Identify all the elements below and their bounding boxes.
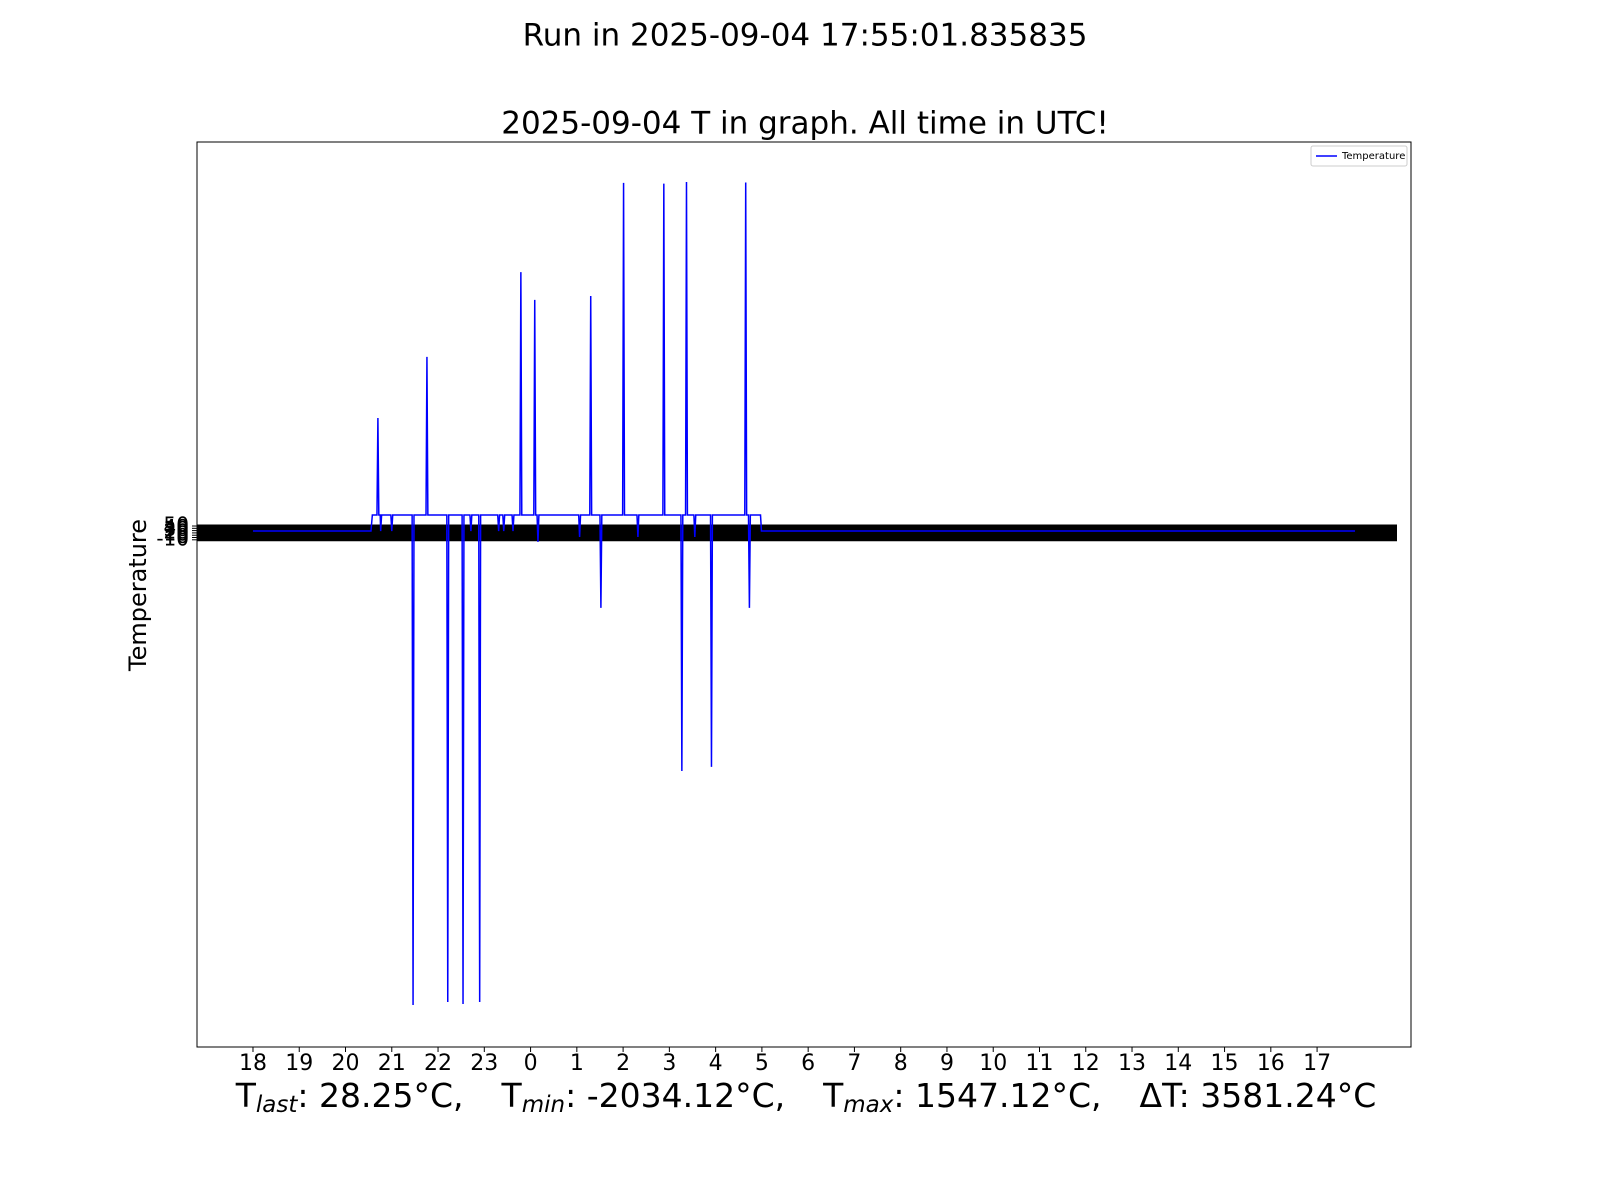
y-tick-label: 0 — [176, 524, 189, 548]
x-tick-label: 23 — [470, 1051, 498, 1076]
x-tick-label: 1 — [570, 1051, 584, 1076]
plot-frame — [196, 141, 1412, 1048]
stats-line: Tlast: 28.25°C, Tmin: -2034.12°C, Tmax: 15… — [235, 1076, 1377, 1118]
legend-box — [1310, 145, 1408, 167]
x-tick-label: 21 — [378, 1051, 406, 1076]
x-tick-label: 5 — [755, 1051, 769, 1076]
x-tick-label: 11 — [1025, 1051, 1053, 1076]
stat-value: : 1547.12°C, — [893, 1076, 1101, 1115]
legend-label: Temperature — [1341, 151, 1405, 162]
stat-name: T — [235, 1076, 257, 1115]
y-tick-label: 50 — [164, 513, 189, 537]
stat-subscript: last — [256, 1092, 298, 1118]
x-tick-label: 14 — [1164, 1051, 1192, 1076]
stat-subscript: min — [522, 1092, 565, 1118]
x-tick-label: 18 — [239, 1051, 267, 1076]
stat-value: : -2034.12°C, — [565, 1076, 785, 1115]
x-tick-label: 0 — [524, 1051, 538, 1076]
x-tick-label: 8 — [894, 1051, 908, 1076]
x-tick-label: 19 — [285, 1051, 313, 1076]
x-tick-label: 16 — [1257, 1051, 1285, 1076]
x-tick-label: 13 — [1118, 1051, 1146, 1076]
stat-subscript: max — [843, 1092, 893, 1118]
stat-value: : 28.25°C, — [297, 1076, 463, 1115]
y-tick-label: 20 — [164, 519, 189, 543]
stat-value: : 3581.24°C — [1179, 1076, 1377, 1115]
x-tick-label: 17 — [1303, 1051, 1331, 1076]
x-tick-label: 4 — [709, 1051, 723, 1076]
x-tick-label: 7 — [847, 1051, 861, 1076]
x-tick-label: 6 — [801, 1051, 815, 1076]
data-line — [252, 181, 1356, 1005]
x-tick-label: 15 — [1211, 1051, 1239, 1076]
suptitle: Run in 2025-09-04 17:55:01.835835 — [523, 18, 1088, 54]
stat-name: ΔT — [1140, 1076, 1184, 1115]
x-tick-label: 10 — [979, 1051, 1007, 1076]
x-tick-label: 9 — [940, 1051, 954, 1076]
stat-name: T — [501, 1076, 523, 1115]
x-tick-label: 20 — [332, 1051, 360, 1076]
y-tick-label: 40 — [164, 515, 189, 539]
y-tick-label: 10 — [164, 522, 189, 546]
y-axis-label: Temperature — [124, 519, 152, 672]
x-tick-label: 3 — [662, 1051, 676, 1076]
y-tick-label: -10 — [156, 526, 189, 550]
stat-name: T — [822, 1076, 844, 1115]
x-tick-label: 22 — [424, 1051, 452, 1076]
y-tick-label: 30 — [164, 517, 189, 541]
chart-title: 2025-09-04 T in graph. All time in UTC! — [501, 106, 1109, 142]
x-tick-label: 12 — [1072, 1051, 1100, 1076]
x-tick-label: 2 — [616, 1051, 630, 1076]
